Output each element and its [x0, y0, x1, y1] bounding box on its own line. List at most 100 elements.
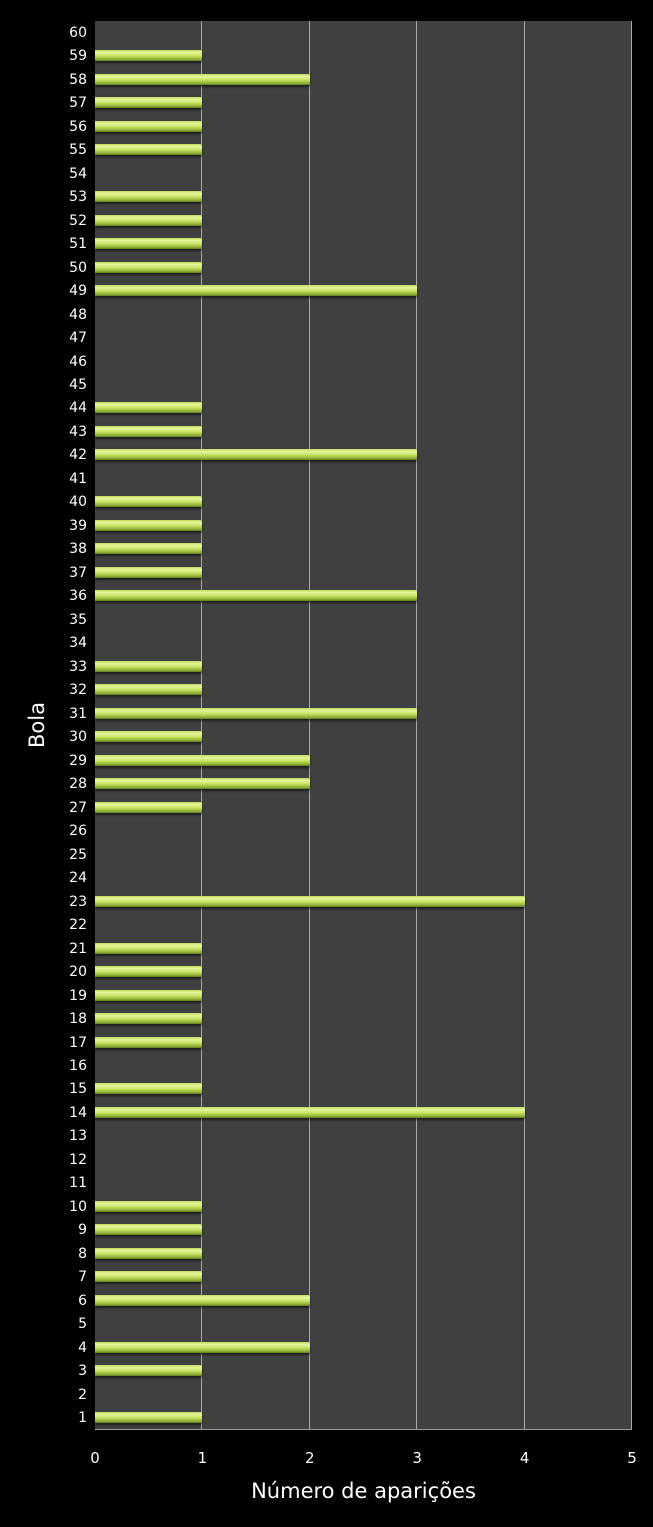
gridline: [416, 21, 417, 1429]
bar-bola-55: [95, 144, 203, 156]
y-tick-label: 38: [69, 541, 87, 558]
y-axis-label: Bola: [25, 702, 49, 748]
y-tick-label: 51: [69, 236, 87, 253]
y-tick-label: 54: [69, 165, 87, 182]
y-tick-label: 50: [69, 259, 87, 276]
y-tick-label: 45: [69, 376, 87, 393]
bar-bola-8: [95, 1247, 203, 1259]
y-tick-label: 27: [69, 799, 87, 816]
bar-bola-1: [95, 1412, 203, 1424]
plot-area: [95, 21, 632, 1430]
y-tick-label: 30: [69, 729, 87, 746]
bar-bola-58: [95, 73, 310, 85]
y-tick-label: 7: [78, 1269, 87, 1286]
y-tick-label: 10: [69, 1198, 87, 1215]
gridline: [631, 21, 632, 1429]
y-tick-label: 32: [69, 682, 87, 699]
bar-bola-39: [95, 519, 203, 531]
x-tick-label: 3: [412, 1449, 422, 1467]
y-tick-label: 6: [78, 1292, 87, 1309]
y-tick-label: 19: [69, 987, 87, 1004]
y-tick-label: 18: [69, 1011, 87, 1028]
y-tick-label: 4: [78, 1339, 87, 1356]
bar-bola-15: [95, 1083, 203, 1095]
bar-bola-23: [95, 895, 525, 907]
x-axis-label: Número de aparições: [251, 1479, 476, 1503]
bar-bola-37: [95, 566, 203, 578]
y-tick-label: 15: [69, 1081, 87, 1098]
bar-bola-21: [95, 942, 203, 954]
y-tick-label: 12: [69, 1151, 87, 1168]
gridline: [524, 21, 525, 1429]
bar-bola-49: [95, 285, 418, 297]
bar-bola-14: [95, 1106, 525, 1118]
y-tick-label: 28: [69, 776, 87, 793]
bar-bola-3: [95, 1365, 203, 1377]
y-tick-label: 33: [69, 658, 87, 675]
y-tick-label: 29: [69, 752, 87, 769]
y-tick-label: 24: [69, 870, 87, 887]
y-tick-label: 3: [78, 1363, 87, 1380]
bar-bola-56: [95, 120, 203, 132]
y-tick-label: 47: [69, 330, 87, 347]
y-tick-label: 57: [69, 95, 87, 112]
y-tick-label: 60: [69, 24, 87, 41]
y-tick-label: 31: [69, 705, 87, 722]
bar-bola-6: [95, 1294, 310, 1306]
gridline: [201, 21, 202, 1429]
bar-bola-4: [95, 1341, 310, 1353]
y-tick-label: 23: [69, 893, 87, 910]
y-tick-label: 40: [69, 494, 87, 511]
y-tick-label: 22: [69, 917, 87, 934]
x-tick-label: 4: [519, 1449, 530, 1467]
bar-bola-30: [95, 731, 203, 743]
y-tick-label: 44: [69, 400, 87, 417]
bar-bola-33: [95, 660, 203, 672]
bar-bola-44: [95, 402, 203, 414]
y-tick-label: 39: [69, 517, 87, 534]
y-tick-label: 14: [69, 1104, 87, 1121]
y-tick-label: 36: [69, 588, 87, 605]
y-tick-label: 43: [69, 423, 87, 440]
bar-bola-27: [95, 801, 203, 813]
y-tick-label: 46: [69, 353, 87, 370]
y-tick-label: 34: [69, 635, 87, 652]
y-tick-label: 41: [69, 470, 87, 487]
x-tick-label: 0: [90, 1449, 100, 1467]
bar-bola-40: [95, 496, 203, 508]
y-tick-label: 16: [69, 1058, 87, 1074]
bar-bola-20: [95, 966, 203, 978]
y-tick-label: 55: [69, 142, 87, 159]
y-tick-label: 49: [69, 283, 87, 300]
bar-bola-53: [95, 191, 203, 203]
bar-bola-31: [95, 707, 418, 719]
y-tick-label: 25: [69, 846, 87, 863]
bar-bola-9: [95, 1224, 203, 1236]
x-tick-label: 1: [197, 1449, 208, 1467]
y-tick-label: 56: [69, 118, 87, 135]
y-tick-label: 2: [78, 1386, 87, 1403]
bar-bola-38: [95, 543, 203, 555]
y-tick-label: 53: [69, 189, 87, 206]
gridline: [309, 21, 310, 1429]
bar-bola-36: [95, 590, 418, 602]
bar-bola-57: [95, 97, 203, 109]
bar-bola-32: [95, 684, 203, 696]
y-tick-label: 13: [69, 1128, 87, 1145]
bar-bola-10: [95, 1200, 203, 1212]
y-tick-label: 59: [69, 48, 87, 65]
bar-bola-50: [95, 261, 203, 273]
y-tick-label: 42: [69, 447, 87, 464]
y-tick-label: 35: [69, 611, 87, 628]
y-tick-label: 58: [69, 71, 87, 88]
y-tick-label: 37: [69, 564, 87, 581]
bar-bola-51: [95, 238, 203, 250]
y-tick-label: 26: [69, 823, 87, 840]
bar-bola-52: [95, 214, 203, 226]
bar-bola-17: [95, 1036, 203, 1048]
bar-bola-59: [95, 50, 203, 62]
bar-bola-18: [95, 1013, 203, 1025]
y-tick-label: 5: [78, 1316, 87, 1333]
x-tick-label: 5: [627, 1449, 637, 1467]
bar-bola-43: [95, 425, 203, 437]
